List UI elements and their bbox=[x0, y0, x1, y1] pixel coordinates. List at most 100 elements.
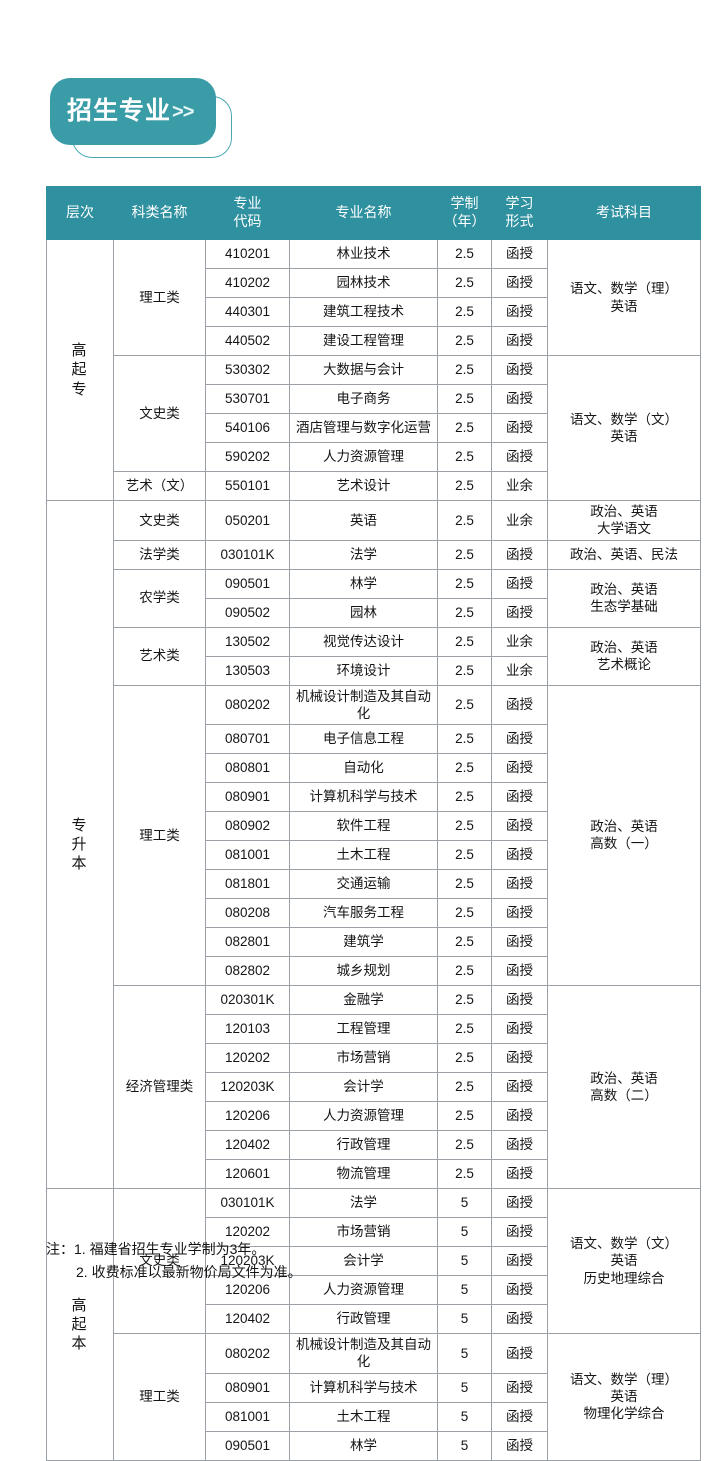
major-name-text: 行政管理 bbox=[336, 1137, 391, 1153]
cell-category: 法学类 bbox=[113, 539, 206, 570]
major-name-text: 建筑学 bbox=[343, 934, 384, 950]
column-header-length: 学制 （年） bbox=[437, 186, 492, 240]
cell-category: 经济管理类 bbox=[113, 985, 206, 1190]
cell-study-length: 5 bbox=[437, 1188, 492, 1219]
cell-major-name: 土木工程 bbox=[289, 1401, 438, 1432]
cell-major-code: 080202 bbox=[205, 1333, 290, 1374]
cell-level: 高起专 bbox=[46, 239, 114, 501]
level-char: 起 bbox=[71, 361, 89, 379]
cell-study-length: 2.5 bbox=[437, 268, 492, 298]
major-name-text: 金融学 bbox=[343, 992, 384, 1008]
cell-major-code: 120402 bbox=[205, 1304, 290, 1335]
cell-major-code: 120402 bbox=[205, 1130, 290, 1161]
exam-subject-line: 语文、数学（理） bbox=[570, 281, 678, 297]
cell-study-length: 5 bbox=[437, 1304, 492, 1335]
major-name-text: 艺术设计 bbox=[336, 478, 391, 494]
cell-study-length: 5 bbox=[437, 1246, 492, 1277]
major-name-text: 汽车服务工程 bbox=[323, 905, 404, 921]
cell-study-length: 2.5 bbox=[437, 985, 492, 1016]
cell-major-code: 120206 bbox=[205, 1101, 290, 1132]
cell-major-code: 090502 bbox=[205, 597, 290, 628]
major-name-text: 机械设计制造及其自动化 bbox=[296, 1337, 431, 1370]
table-row: 081001 土木工程 2.5 函授 bbox=[47, 840, 701, 871]
cell-major-code: 530302 bbox=[205, 355, 290, 385]
cell-study-form: 函授 bbox=[491, 1130, 548, 1161]
major-name-text: 交通运输 bbox=[336, 876, 391, 892]
cell-study-form: 函授 bbox=[491, 384, 548, 414]
major-name-text: 林学 bbox=[350, 1437, 377, 1453]
cell-study-length: 2.5 bbox=[437, 753, 492, 784]
cell-major-name: 物流管理 bbox=[289, 1159, 438, 1190]
cell-category: 文史类 bbox=[113, 355, 206, 472]
cell-major-code: 590202 bbox=[205, 442, 290, 472]
cell-major-code: 120203K bbox=[205, 1246, 290, 1277]
table-row: 082801 建筑学 2.5 函授 bbox=[47, 927, 701, 958]
column-header-form: 学习 形式 bbox=[491, 186, 548, 240]
cell-study-form: 函授 bbox=[491, 1401, 548, 1432]
cell-exam-subjects: 语文、数学（文） 英语 bbox=[547, 355, 701, 501]
cell-study-length: 5 bbox=[437, 1372, 492, 1403]
cell-study-form: 函授 bbox=[491, 268, 548, 298]
table-row: 080902 软件工程 2.5 函授 bbox=[47, 811, 701, 842]
major-name-text: 人力资源管理 bbox=[323, 1108, 404, 1124]
cell-major-name: 大数据与会计 bbox=[289, 355, 438, 385]
exam-subject-line: 高数（一） bbox=[590, 836, 658, 852]
table-row: 艺术类 130502 视觉传达设计 2.5 业余 政治、英语 艺术概论 bbox=[47, 626, 701, 686]
major-name-text: 计算机科学与技术 bbox=[309, 1379, 418, 1395]
badge-fill-shape: 招生专业 >> bbox=[50, 78, 216, 145]
cell-study-length: 2.5 bbox=[437, 1014, 492, 1045]
cell-major-name: 计算机科学与技术 bbox=[289, 1372, 438, 1403]
cell-study-form: 函授 bbox=[491, 724, 548, 755]
cell-study-length: 2.5 bbox=[437, 626, 492, 657]
cell-study-form: 函授 bbox=[491, 355, 548, 385]
cell-major-name: 汽车服务工程 bbox=[289, 898, 438, 929]
cell-major-code: 410201 bbox=[205, 239, 290, 269]
table-row: 高起本文史类 030101K 法学 5 函授 语文、数学（文） 英语 历史地理综合 bbox=[46, 1188, 701, 1461]
cell-study-form: 函授 bbox=[491, 297, 548, 327]
cell-study-length: 2.5 bbox=[437, 1101, 492, 1132]
cell-study-form: 函授 bbox=[491, 985, 548, 1016]
cell-major-name: 建设工程管理 bbox=[289, 326, 438, 356]
column-header-code-line2: 代码 bbox=[233, 213, 262, 229]
major-name-text: 自动化 bbox=[343, 760, 384, 776]
cell-exam-subjects: 政治、英语 生态学基础 bbox=[547, 568, 701, 628]
column-header-name: 专业名称 bbox=[289, 186, 438, 240]
exam-subject-line: 语文、数学（文） bbox=[570, 1236, 678, 1252]
cell-major-name: 环境设计 bbox=[289, 655, 438, 686]
cell-major-name: 土木工程 bbox=[289, 840, 438, 871]
table-row: 经济管理类 020301K 金融学 2.5 函授 政治、英语 高数（二） bbox=[47, 985, 701, 1190]
exam-subject-line: 英语 bbox=[610, 1389, 638, 1405]
major-name-text: 市场营销 bbox=[336, 1050, 391, 1066]
table-row: 082802 城乡规划 2.5 函授 bbox=[47, 956, 701, 987]
cell-major-code: 081001 bbox=[205, 840, 290, 871]
major-name-text: 林业技术 bbox=[336, 246, 391, 262]
cell-study-form: 函授 bbox=[491, 1246, 548, 1277]
cell-major-name: 英语 bbox=[289, 500, 438, 541]
cell-study-length: 2.5 bbox=[437, 840, 492, 871]
cell-major-code: 120206 bbox=[205, 1275, 290, 1306]
table-row: 120402 行政管理 2.5 函授 bbox=[47, 1130, 701, 1161]
cell-level: 专升本 bbox=[46, 499, 114, 1190]
level-char: 专 bbox=[71, 380, 89, 398]
cell-study-form: 业余 bbox=[491, 655, 548, 686]
cell-study-length: 2.5 bbox=[437, 1043, 492, 1074]
major-name-text: 人力资源管理 bbox=[323, 449, 404, 465]
exam-subject-line: 艺术概论 bbox=[597, 657, 651, 673]
cell-exam-subjects: 政治、英语 高数（一） bbox=[547, 684, 701, 987]
cell-major-code: 080701 bbox=[205, 724, 290, 755]
cell-study-length: 2.5 bbox=[437, 442, 492, 472]
major-name-text: 电子商务 bbox=[336, 391, 391, 407]
cell-major-name: 林学 bbox=[289, 568, 438, 599]
major-name-text: 机械设计制造及其自动化 bbox=[296, 688, 431, 721]
cell-study-length: 2.5 bbox=[437, 471, 492, 501]
cell-study-length: 2.5 bbox=[437, 597, 492, 628]
cell-exam-subjects: 语文、数学（理） 英语 物理化学综合 bbox=[547, 1333, 701, 1461]
cell-study-form: 函授 bbox=[491, 684, 548, 726]
cell-major-code: 120601 bbox=[205, 1159, 290, 1190]
exam-subject-line: 政治、英语 bbox=[590, 819, 658, 835]
cell-study-form: 函授 bbox=[491, 442, 548, 472]
cell-study-length: 5 bbox=[437, 1217, 492, 1248]
note-line-1: 注：1. 福建省招生专业学制为3年。 bbox=[46, 1241, 266, 1257]
cell-major-code: 410202 bbox=[205, 268, 290, 298]
table-row: 农学类 090501 林学 2.5 函授 政治、英语 生态学基础 bbox=[47, 568, 701, 628]
